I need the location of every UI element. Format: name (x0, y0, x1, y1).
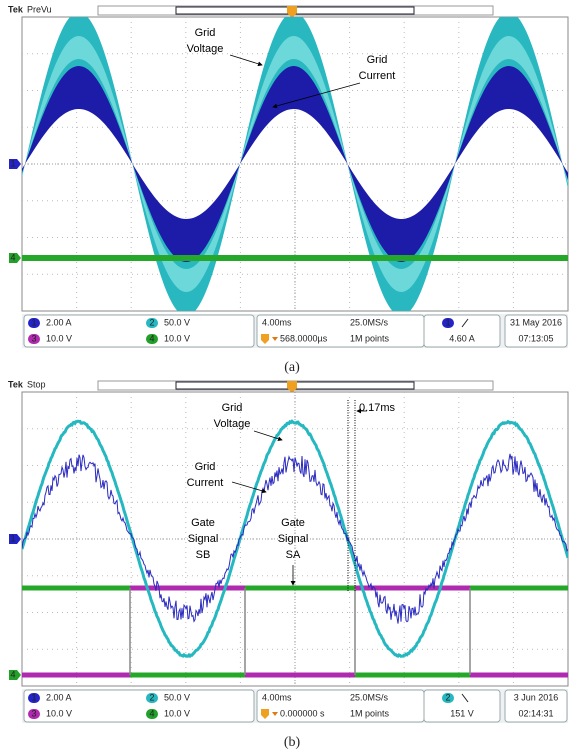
caption: (b) (284, 735, 301, 750)
trigger-position: 0.000000 s (280, 708, 325, 718)
annotation: SA (286, 549, 301, 561)
acq-status: Stop (27, 379, 46, 389)
annotation: Voltage (214, 418, 251, 430)
record-length: 1M points (350, 333, 390, 343)
annotation: 0.17ms (359, 402, 396, 414)
channel-id: 4 (149, 708, 154, 718)
trigger-level: 151 V (450, 708, 474, 718)
channel-scale: 2.00 A (46, 692, 72, 702)
time: 02:14:31 (518, 708, 553, 718)
annotation: Current (359, 70, 396, 82)
ch4-trace (22, 586, 130, 591)
channel-id: 1 (31, 692, 36, 702)
ch3-trace (22, 673, 130, 678)
trigger-level: 4.60 A (449, 333, 475, 343)
annotation: Grid (367, 54, 388, 66)
annotation: Gate (191, 517, 215, 529)
ch3-trace (245, 673, 355, 678)
trigger-channel: 2 (445, 692, 450, 702)
annotation: Gate (281, 517, 305, 529)
ch4-marker-label: 4 (10, 252, 15, 262)
annotation: Current (187, 477, 224, 489)
brand: Tek (8, 4, 24, 14)
channel-scale: 50.0 V (164, 692, 190, 702)
scope-panel: TekStop 1 4 Grid Voltage Grid Current Gate Signa… (0, 379, 584, 750)
channel-id: 4 (149, 333, 154, 343)
annotation: Grid (195, 461, 216, 473)
annotation: SB (196, 549, 211, 561)
annotation: Signal (278, 533, 309, 545)
sample-rate: 25.0MS/s (350, 317, 389, 327)
channel-scale: 10.0 V (164, 708, 190, 718)
channel-id: 2 (149, 692, 154, 702)
caption: (a) (284, 360, 300, 375)
channel-scale: 10.0 V (46, 708, 72, 718)
record-length: 1M points (350, 708, 390, 718)
timebase: 4.00ms (262, 692, 292, 702)
brand: Tek (8, 379, 24, 389)
ch3-trace (470, 673, 568, 678)
channel-scale: 2.00 A (46, 317, 72, 327)
ch4-trace (470, 586, 568, 591)
annotation: Grid (195, 27, 216, 39)
ch1-marker-label: 1 (10, 533, 15, 543)
channel-id: 3 (31, 333, 36, 343)
date: 31 May 2016 (510, 317, 562, 327)
channel-id: 1 (31, 317, 36, 327)
channel-scale: 10.0 V (46, 333, 72, 343)
figure: TekPreVu14GridVoltageGridCurrent12.00 A3… (0, 0, 584, 755)
ch4-trace (130, 673, 245, 678)
sample-rate: 25.0MS/s (350, 692, 389, 702)
ch4-trace (245, 586, 355, 591)
ch4-trace (22, 255, 568, 261)
channel-scale: 50.0 V (164, 317, 190, 327)
ch4-marker-label: 4 (10, 669, 15, 679)
channel-scale: 10.0 V (164, 333, 190, 343)
trigger-position: 568.0000µs (280, 333, 328, 343)
annotation: Signal (188, 533, 219, 545)
date: 3 Jun 2016 (514, 692, 559, 702)
channel-id: 2 (149, 317, 154, 327)
channel-id: 3 (31, 708, 36, 718)
annotation: Grid (222, 402, 243, 414)
scope-panel: TekPreVu 1 4 Grid Voltage Grid Current 1 2.00 A 3… (0, 4, 584, 375)
time: 07:13:05 (518, 333, 553, 343)
trigger-channel: 1 (445, 317, 450, 327)
annotation: Voltage (187, 43, 224, 55)
ch4-trace (355, 673, 470, 678)
ch1-marker-label: 1 (10, 158, 15, 168)
timebase: 4.00ms (262, 317, 292, 327)
acq-status: PreVu (27, 4, 52, 14)
